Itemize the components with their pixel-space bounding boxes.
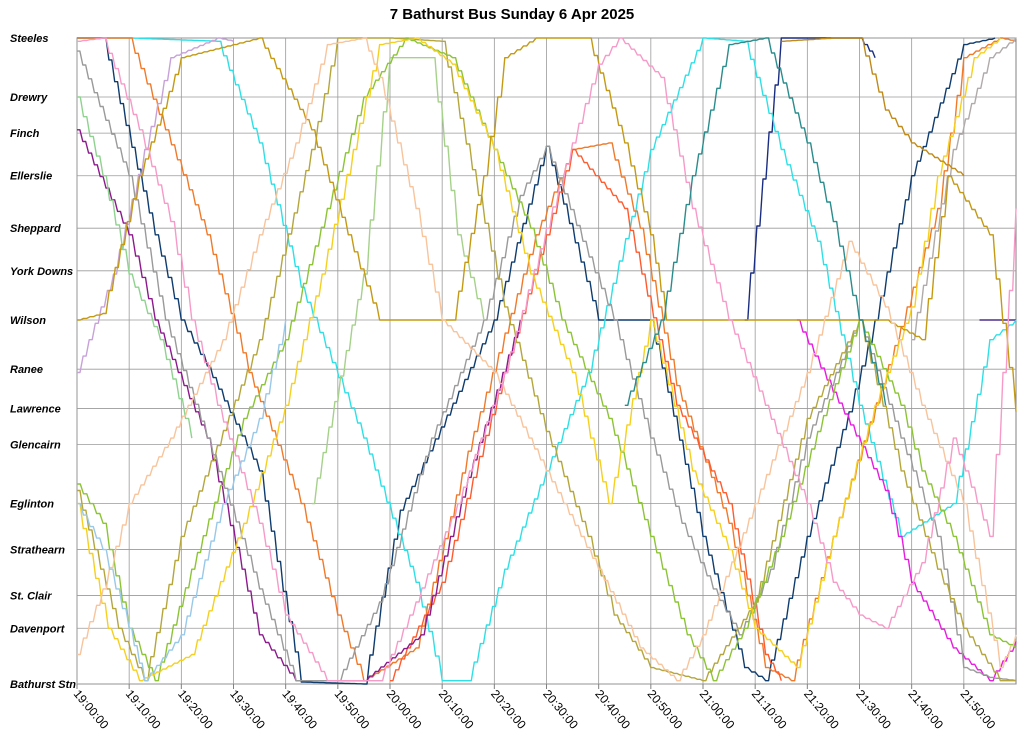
trip-line-19 [77,37,1017,682]
stop-label: York Downs [10,266,73,278]
trip-line-21 [624,37,887,406]
time-tick-label: 20:20:00 [488,687,529,732]
stop-label: Lawrence [10,404,61,416]
stop-label: Sheppard [10,223,61,235]
stop-label: Strathearn [10,545,65,557]
stop-label: Bathurst Stn [10,679,76,691]
chart-title: 7 Bathurst Bus Sunday 6 Apr 2025 [389,6,635,23]
stop-label: Eglinton [10,499,54,511]
time-tick-label: 20:30:00 [540,687,581,732]
trip-line-16 [77,37,1017,412]
time-tick-label: 21:20:00 [801,687,842,732]
trip-line-14 [77,37,1017,682]
time-tick-label: 21:50:00 [958,687,999,732]
stop-label: Davenport [10,623,66,635]
time-tick-label: 19:10:00 [123,687,164,732]
stop-label: Steeles [10,33,49,45]
trip-line-10 [77,37,234,374]
trip-line-6 [77,129,522,682]
series-layer [77,37,1017,685]
trip-line-4 [77,37,1017,682]
stop-label: Finch [10,128,40,140]
stop-label: Ellerslie [10,171,52,183]
trip-line-15 [77,37,1001,682]
stop-label: Glencairn [10,440,61,452]
time-tick-label: 21:30:00 [853,687,894,732]
axis-layer: Steeles Drewry Finch Ellerslie Sheppard York … [10,33,998,732]
time-tick-label: 19:50:00 [332,687,373,732]
trip-line-9 [911,37,1017,341]
time-tick-label: 19:40:00 [279,687,320,732]
trip-line-20 [77,319,287,682]
time-tick-label: 19:00:00 [71,687,112,732]
time-tick-label: 20:50:00 [645,687,686,732]
trip-line-1 [744,37,876,321]
time-tick-label: 19:30:00 [227,687,268,732]
trip-line-5 [390,148,782,682]
stop-label: Drewry [10,92,48,104]
trip-line-17 [781,37,965,177]
time-tick-label: 21:10:00 [749,687,790,732]
trip-line-11 [77,96,193,439]
time-tick-label: 20:00:00 [384,687,425,732]
time-tick-label: 20:40:00 [592,687,633,732]
stop-label: Wilson [10,315,46,327]
time-tick-label: 19:20:00 [175,687,216,732]
stop-label: St. Clair [10,590,52,602]
trip-line-8 [77,50,1017,682]
time-tick-label: 21:00:00 [697,687,738,732]
trip-line-12 [311,57,485,505]
trip-line-18 [77,37,1017,682]
stop-label: Ranee [10,364,43,376]
time-tick-label: 21:40:00 [905,687,946,732]
time-tick-label: 20:10:00 [436,687,477,732]
